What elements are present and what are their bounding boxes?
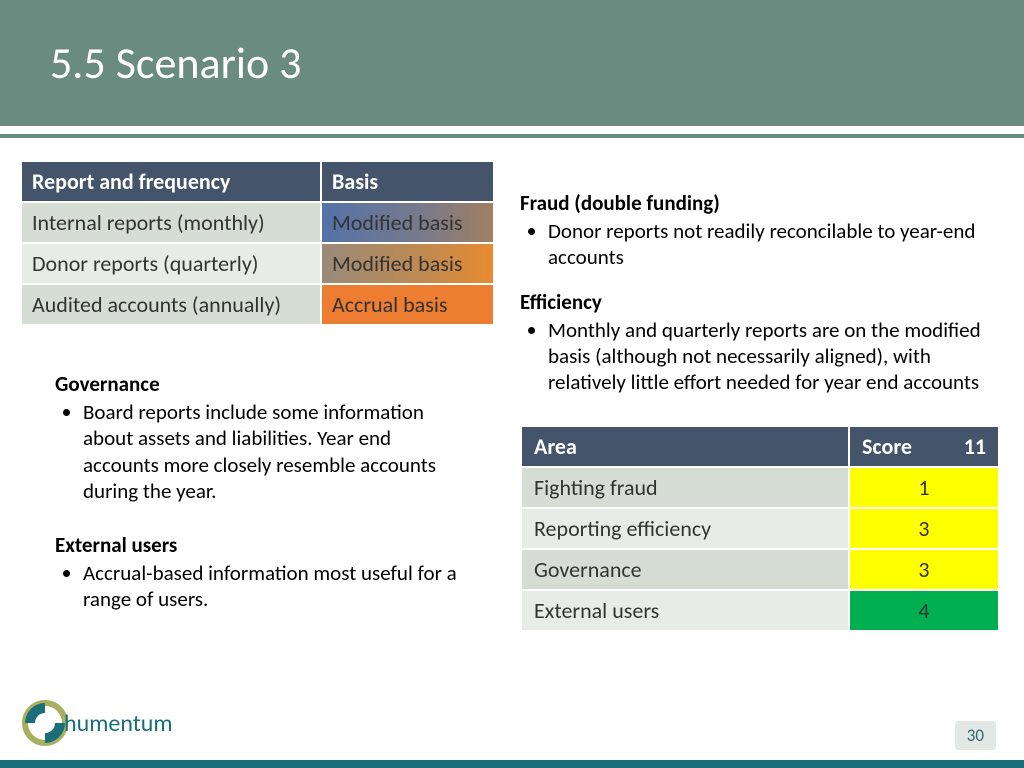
bullet-list: Donor reports not readily reconcilable t… bbox=[520, 218, 984, 271]
humentum-logo: humentum bbox=[20, 698, 173, 748]
table-header-row: Area Score 11 bbox=[521, 426, 999, 467]
area-cell: Fighting fraud bbox=[521, 467, 849, 508]
table-row: Donor reports (quarterly) Modified basis bbox=[21, 243, 494, 284]
bullet-item: Board reports include some information a… bbox=[83, 399, 470, 504]
section-heading: Efficiency bbox=[520, 289, 984, 315]
score-total: 11 bbox=[964, 433, 986, 460]
title-bar: 5.5 Scenario 3 bbox=[0, 0, 1024, 130]
score-header-label: Score bbox=[862, 433, 912, 460]
area-cell: External users bbox=[521, 590, 849, 631]
bullet-list: Monthly and quarterly reports are on the… bbox=[520, 317, 984, 396]
area-cell: Governance bbox=[521, 549, 849, 590]
report-cell: Audited accounts (annually) bbox=[21, 284, 321, 325]
score-cell: 3 bbox=[849, 549, 999, 590]
governance-section: Governance Board reports include some in… bbox=[20, 371, 500, 504]
basis-cell: Modified basis bbox=[321, 243, 494, 284]
slide-title: 5.5 Scenario 3 bbox=[50, 36, 301, 90]
table-row: External users 4 bbox=[521, 590, 999, 631]
content-area: Report and frequency Basis Internal repo… bbox=[0, 160, 1024, 728]
score-header: Score 11 bbox=[849, 426, 999, 467]
score-cell: 4 bbox=[849, 590, 999, 631]
basis-cell: Accrual basis bbox=[321, 284, 494, 325]
table-header-row: Report and frequency Basis bbox=[21, 161, 494, 202]
bullet-item: Accrual-based information most useful fo… bbox=[83, 560, 470, 613]
score-table: Area Score 11 Fighting fraud 1 Reporting… bbox=[520, 425, 1000, 632]
score-cell: 3 bbox=[849, 508, 999, 549]
right-column: Fraud (double funding) Donor reports not… bbox=[500, 160, 1024, 728]
table-row: Governance 3 bbox=[521, 549, 999, 590]
area-cell: Reporting efficiency bbox=[521, 508, 849, 549]
table-row: Audited accounts (annually) Accrual basi… bbox=[21, 284, 494, 325]
table-row: Fighting fraud 1 bbox=[521, 467, 999, 508]
title-underline bbox=[0, 134, 1024, 138]
area-header: Area bbox=[521, 426, 849, 467]
bullet-item: Monthly and quarterly reports are on the… bbox=[548, 317, 984, 396]
bullet-item: Donor reports not readily reconcilable t… bbox=[548, 218, 984, 271]
score-cell: 1 bbox=[849, 467, 999, 508]
report-cell: Internal reports (monthly) bbox=[21, 202, 321, 243]
footer-line bbox=[0, 760, 1024, 768]
basis-cell: Modified basis bbox=[321, 202, 494, 243]
globe-icon bbox=[20, 698, 70, 748]
efficiency-section: Efficiency Monthly and quarterly reports… bbox=[520, 289, 1004, 396]
page-number: 30 bbox=[955, 721, 996, 750]
section-heading: Governance bbox=[55, 371, 470, 397]
external-users-section: External users Accrual-based information… bbox=[20, 532, 500, 613]
bullet-list: Board reports include some information a… bbox=[55, 399, 470, 504]
bullet-list: Accrual-based information most useful fo… bbox=[55, 560, 470, 613]
table-row: Internal reports (monthly) Modified basi… bbox=[21, 202, 494, 243]
left-column: Report and frequency Basis Internal repo… bbox=[0, 160, 500, 728]
report-header: Report and frequency bbox=[21, 161, 321, 202]
basis-header: Basis bbox=[321, 161, 494, 202]
report-cell: Donor reports (quarterly) bbox=[21, 243, 321, 284]
report-table: Report and frequency Basis Internal repo… bbox=[20, 160, 495, 326]
fraud-section: Fraud (double funding) Donor reports not… bbox=[520, 190, 1004, 271]
table-row: Reporting efficiency 3 bbox=[521, 508, 999, 549]
section-heading: External users bbox=[55, 532, 470, 558]
section-heading: Fraud (double funding) bbox=[520, 190, 984, 216]
logo-text: humentum bbox=[64, 709, 173, 738]
